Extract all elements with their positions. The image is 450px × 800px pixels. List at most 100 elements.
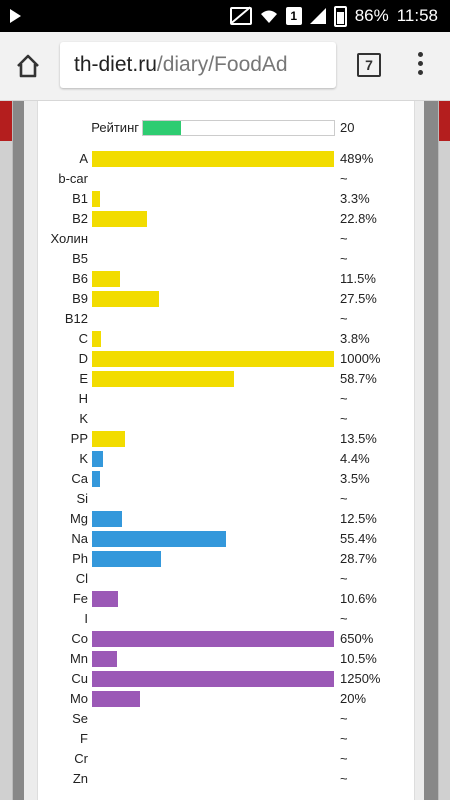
url-path: /diary/FoodAd: [156, 53, 288, 76]
nutrient-label: Mo: [69, 691, 88, 706]
nutrient-label: Mg: [69, 511, 88, 526]
nutrient-label: K: [79, 451, 88, 466]
nutrient-value: 12.5%: [340, 511, 377, 526]
nutrient-bar: [92, 531, 227, 547]
nutrient-label: K: [79, 411, 88, 426]
nutrient-label: Ph: [72, 551, 88, 566]
nutrient-value: 1250%: [340, 671, 381, 686]
nutrient-bar: [92, 651, 118, 667]
address-bar[interactable]: th-diet.ru/diary/FoodAd: [60, 42, 336, 88]
nutrient-value: 10.5%: [340, 651, 377, 666]
nutrient-value: 4.4%: [340, 451, 370, 466]
nutrient-value: ~: [340, 491, 348, 506]
nutrient-label: E: [79, 371, 88, 386]
nutrient-value: ~: [340, 731, 348, 746]
nutrient-value: ~: [340, 611, 348, 626]
nutrient-row: Mo 20%: [38, 689, 414, 709]
nutrient-value: 3.5%: [340, 471, 370, 486]
nutrient-row: B9 27.5%: [38, 289, 414, 309]
nutrient-label: D: [78, 351, 88, 366]
nutrient-bar: [92, 451, 103, 467]
nutrient-row: Ca 3.5%: [38, 469, 414, 489]
status-bar: 1 86% 11:58: [0, 0, 450, 32]
home-icon[interactable]: [14, 52, 42, 80]
nutrient-label: Cr: [74, 751, 88, 766]
nutrient-row: Na 55.4%: [38, 529, 414, 549]
nutrient-label: A: [79, 151, 88, 166]
tab-switcher-button[interactable]: 7: [357, 53, 381, 77]
nutrient-value: ~: [340, 411, 348, 426]
content-panel: Рейтинг 20 A 489% b-car ~ B1 3.3% B2 22.8% Холин…: [24, 101, 424, 800]
nutrient-row: Холин ~: [38, 229, 414, 249]
nutrient-value: 1000%: [340, 351, 381, 366]
nutrient-value: 27.5%: [340, 291, 377, 306]
battery-percent: 86%: [354, 6, 389, 25]
nutrient-row: K ~: [38, 409, 414, 429]
nutrient-row: Mn 10.5%: [38, 649, 414, 669]
browser-toolbar: th-diet.ru/diary/FoodAd 7: [0, 32, 450, 101]
nutrient-value: 3.3%: [340, 191, 370, 206]
nutrient-value: 28.7%: [340, 551, 377, 566]
play-store-icon: [10, 9, 21, 23]
nutrient-label: B1: [72, 191, 88, 206]
nutrient-row: Zn ~: [38, 769, 414, 789]
nutrient-label: C: [78, 331, 88, 346]
nutrient-row: F ~: [38, 729, 414, 749]
nutrient-bar: [92, 671, 334, 687]
nutrient-row: B6 11.5%: [38, 269, 414, 289]
rating-row: Рейтинг 20: [38, 117, 414, 137]
rating-bar-fill: [143, 121, 182, 135]
nutrient-row: K 4.4%: [38, 449, 414, 469]
battery-icon: [333, 5, 347, 27]
nutrient-bar: [92, 631, 334, 647]
nutrient-row: PP 13.5%: [38, 429, 414, 449]
nutrient-bar: [92, 211, 148, 227]
nutrient-label: Si: [76, 491, 88, 506]
nutrient-row: Cu 1250%: [38, 669, 414, 689]
nutrient-value: ~: [340, 571, 348, 586]
nutrient-row: I ~: [38, 609, 414, 629]
nutrient-bar: [92, 511, 123, 527]
nutrient-value: 22.8%: [340, 211, 377, 226]
nutrient-label: b-car: [58, 171, 88, 186]
nutrient-bar: [92, 371, 235, 387]
overflow-menu-icon[interactable]: [418, 52, 424, 78]
nutrient-value: ~: [340, 231, 348, 246]
nutrient-bar: [92, 551, 162, 567]
nutrient-row: Se ~: [38, 709, 414, 729]
nutrient-row: Fe 10.6%: [38, 589, 414, 609]
nutrient-label: H: [78, 391, 88, 406]
nutrient-value: 55.4%: [340, 531, 377, 546]
nutrient-label: Zn: [72, 771, 88, 786]
nutrient-value: ~: [340, 171, 348, 186]
sim-icon: 1: [285, 7, 302, 25]
rating-bar: [142, 120, 335, 136]
nutrient-label: B5: [72, 251, 88, 266]
nutrient-card: Рейтинг 20 A 489% b-car ~ B1 3.3% B2 22.8% Холин…: [37, 101, 415, 800]
nutrient-row: D 1000%: [38, 349, 414, 369]
page-viewport: Рейтинг 20 A 489% b-car ~ B1 3.3% B2 22.8% Холин…: [0, 101, 450, 800]
nutrient-value: ~: [340, 751, 348, 766]
nutrient-value: ~: [340, 771, 348, 786]
nutrient-bar: [92, 431, 125, 447]
nutrient-row: H ~: [38, 389, 414, 409]
rating-label: Рейтинг: [91, 120, 139, 135]
vibrate-mute-icon: [229, 7, 252, 25]
nutrient-label: Co: [71, 631, 88, 646]
status-icons: 1 86% 11:58: [229, 5, 438, 27]
nutrient-value: 11.5%: [340, 271, 376, 286]
clock: 11:58: [396, 6, 438, 25]
nutrient-value: ~: [340, 311, 348, 326]
nutrient-bar: [92, 471, 101, 487]
nutrient-row: Ph 28.7%: [38, 549, 414, 569]
nutrient-bar: [92, 331, 102, 347]
nutrient-bar: [92, 291, 159, 307]
nutrient-value: 489%: [340, 151, 374, 166]
page-right-edge: [438, 101, 450, 800]
nutrient-label: B12: [64, 311, 88, 326]
nutrient-value: ~: [340, 251, 348, 266]
page-left-edge: [0, 101, 13, 800]
signal-icon: [309, 8, 326, 24]
nutrient-row: B2 22.8%: [38, 209, 414, 229]
url-host: th-diet.ru: [74, 53, 157, 76]
